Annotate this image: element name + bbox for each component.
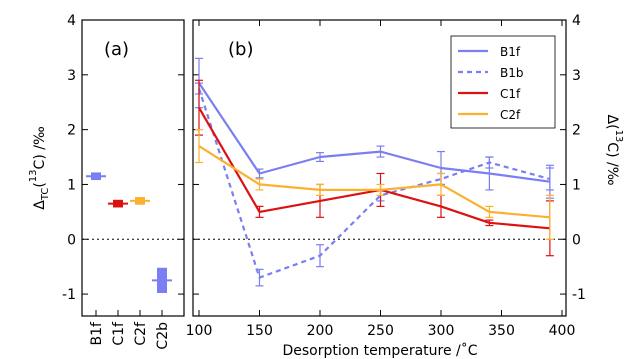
panel-b-plot-area: -1 0 1 2 3 4 100 150 200 250 300 350 400: [186, 13, 586, 339]
y-tick-label: 2: [67, 123, 76, 139]
y-right-label-superscript: 13: [613, 130, 624, 143]
x-tick-label: C2f: [133, 321, 149, 346]
y-tick-label: 4: [572, 13, 581, 29]
y-tick-label: 0: [67, 232, 76, 248]
y-label-subscript: TC: [40, 188, 51, 202]
panel-b-label: (b): [228, 39, 253, 60]
y-tick-label: 1: [67, 177, 76, 193]
y-label-paren: (: [32, 182, 48, 187]
panel-a-frame: [81, 19, 185, 317]
panel-a: -1 0 1 2 3 4 B1f C1f C2f C2b (a) ΔTC(13C) /‰: [28, 13, 185, 350]
legend-label-C1f: C1f: [500, 87, 521, 101]
x-tick-label: C1f: [111, 321, 127, 346]
y-right-label-delta: Δ: [604, 115, 620, 125]
y-tick-label: 3: [67, 68, 76, 84]
x-tick-label: 350: [488, 323, 515, 339]
x-tick-label: 200: [307, 323, 334, 339]
y-right-label-paren: (: [604, 124, 620, 129]
y-label-tail: C) /‰: [32, 126, 48, 169]
y-tick-label: -1: [62, 287, 76, 303]
legend-label-C2f: C2f: [500, 108, 521, 122]
y-tick-label: -1: [572, 287, 586, 303]
y-label-delta: Δ: [32, 200, 48, 210]
legend-label-B1f: B1f: [500, 45, 521, 59]
y-tick-label: 4: [67, 13, 76, 29]
series-group: [195, 57, 554, 287]
panel-a-label: (a): [104, 39, 129, 60]
legend-label-B1b: B1b: [500, 66, 523, 80]
panel-b-x-axis-label: Desorption temperature /˚C: [282, 342, 477, 359]
x-tick-label: B1f: [89, 321, 105, 346]
y-tick-label: 2: [572, 123, 581, 139]
y-tick-label: 1: [572, 177, 581, 193]
x-tick-label: 250: [367, 323, 394, 339]
y-label-superscript: 13: [28, 169, 39, 182]
x-tick-label: 400: [549, 323, 576, 339]
panel-a-plot-area: -1 0 1 2 3 4 B1f C1f C2f C2b: [62, 13, 184, 350]
x-tick-label: 300: [428, 323, 455, 339]
x-tick-label: 150: [246, 323, 273, 339]
panel-b: -1 0 1 2 3 4 100 150 200 250 300 350 400 (b) Desorpt…: [186, 13, 624, 359]
series-line-C2f: [198, 145, 550, 219]
x-tick-label: C2b: [155, 322, 171, 350]
panel-b-frame: [192, 19, 567, 317]
y-tick-label: 3: [572, 68, 581, 84]
panel-b-right-y-axis-label: Δ(13C) /‰: [604, 115, 624, 186]
panel-a-y-axis-label: ΔTC(13C) /‰: [28, 126, 51, 210]
legend: B1f B1b C1f C2f: [450, 35, 556, 129]
y-right-label-tail: C) /‰: [604, 142, 620, 185]
x-tick-label: 100: [186, 323, 213, 339]
y-tick-label: 0: [572, 232, 581, 248]
